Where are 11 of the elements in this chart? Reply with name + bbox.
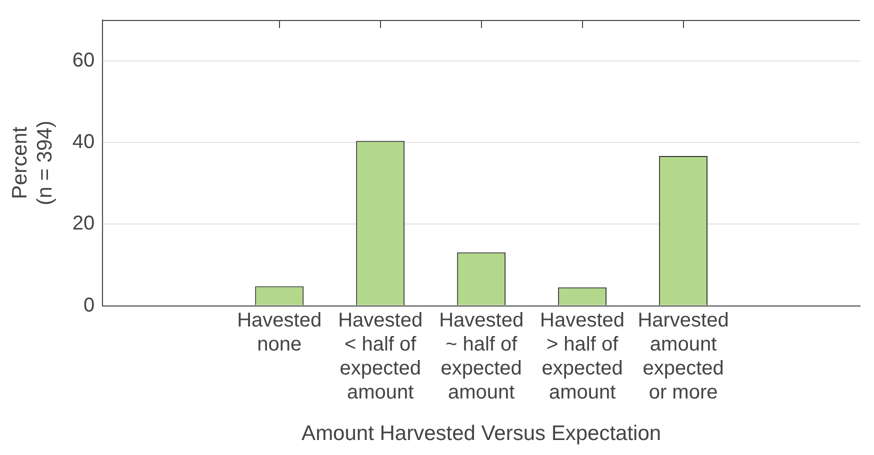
y-tick-label: 0 <box>84 294 95 316</box>
y-axis-title: Percent (n = 394) <box>8 120 57 206</box>
x-tick-label: Havested none <box>237 309 322 356</box>
x-tick-label: Harvested amount expected or more <box>638 309 729 404</box>
y-tick-label: 60 <box>72 49 95 72</box>
x-axis-title: Amount Harvested Versus Expectation <box>302 422 662 446</box>
y-tick-label: 20 <box>72 212 95 235</box>
y-tick-label: 40 <box>72 131 95 153</box>
x-tick-label: Havested < half of expected amount <box>338 309 423 404</box>
x-tick-label: Havested ~ half of expected amount <box>439 309 524 404</box>
x-tick-label: Havested > half of expected amount <box>540 309 625 404</box>
